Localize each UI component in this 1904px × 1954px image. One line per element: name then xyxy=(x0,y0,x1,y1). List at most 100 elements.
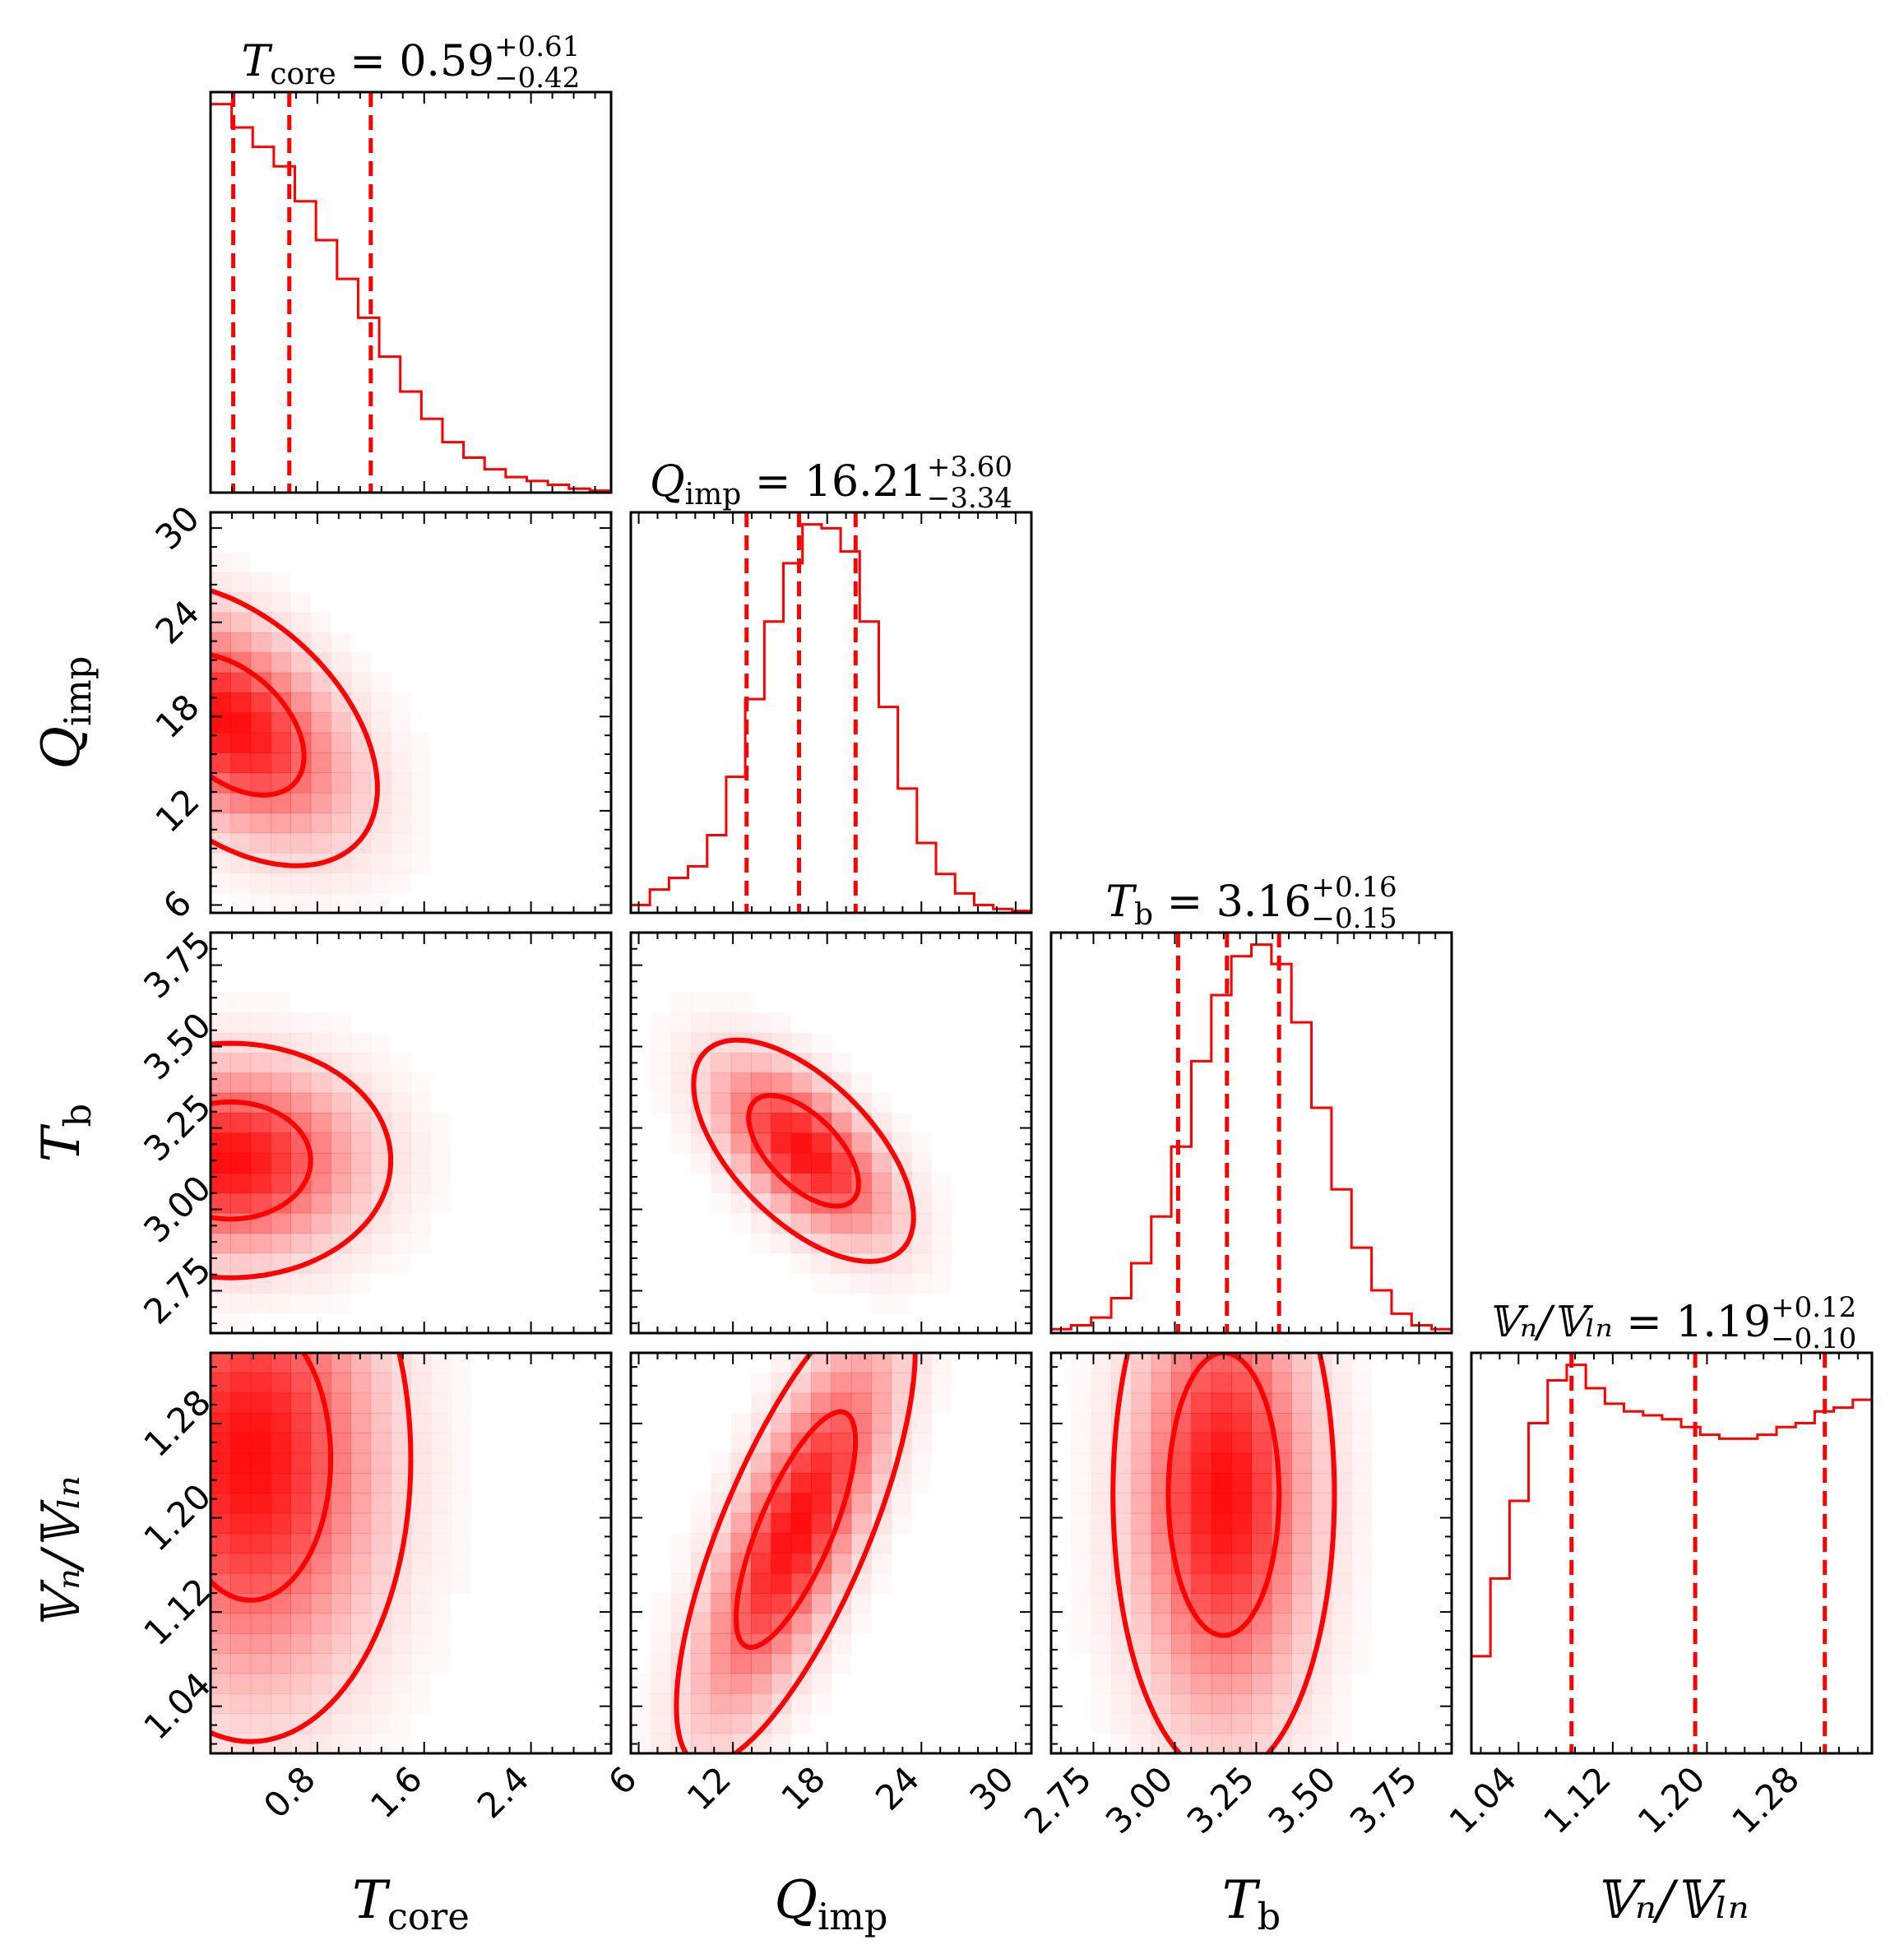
density-cell xyxy=(430,1452,452,1474)
density-cell xyxy=(1131,1353,1152,1373)
density-cell xyxy=(1271,1572,1292,1594)
density-cell xyxy=(1091,1373,1112,1394)
panel-frame xyxy=(1049,1351,1453,1755)
density-cell xyxy=(1332,1713,1352,1734)
density-cell xyxy=(410,1533,432,1553)
density-cell xyxy=(1171,1653,1192,1674)
density-cell xyxy=(871,1192,892,1214)
density-cell xyxy=(211,1392,231,1414)
density-cell xyxy=(931,1193,952,1214)
density-cell xyxy=(790,1473,812,1493)
density-cell xyxy=(910,1233,932,1254)
density-cell xyxy=(331,732,351,753)
density-cell xyxy=(350,1152,372,1174)
density-cell xyxy=(391,1233,411,1253)
density-cell xyxy=(1351,1593,1372,1614)
density-cell xyxy=(731,1213,752,1234)
density-cell xyxy=(631,1713,651,1734)
density-cell xyxy=(711,1012,732,1034)
density-cell xyxy=(250,1713,271,1734)
density-cell xyxy=(1131,1473,1152,1493)
density-cell xyxy=(250,1113,271,1133)
density-cell xyxy=(1231,1452,1252,1474)
density-cell xyxy=(1191,1473,1212,1493)
density-cell xyxy=(370,852,391,873)
density-cell xyxy=(1331,1653,1352,1674)
density-cell xyxy=(310,672,331,693)
density-cell xyxy=(691,1692,711,1714)
density-cell xyxy=(850,1593,872,1614)
density-cell xyxy=(370,712,391,734)
density-cell xyxy=(1231,1533,1252,1553)
density-cell xyxy=(1311,1512,1332,1534)
density-cell xyxy=(250,1632,271,1654)
x-tick-label: 1.20 xyxy=(1630,1758,1713,1841)
density-cell xyxy=(350,1692,372,1714)
density-cell xyxy=(250,1613,271,1634)
density-cell xyxy=(331,1272,351,1294)
density-cell xyxy=(831,1212,852,1234)
density-cell xyxy=(811,1673,832,1694)
density-cell xyxy=(230,1413,252,1433)
density-cell xyxy=(331,1092,351,1114)
density-cell xyxy=(1171,1493,1192,1514)
axis-symbol: T xyxy=(31,1123,92,1162)
density-cell xyxy=(1251,1653,1272,1674)
density-cell xyxy=(310,752,331,774)
density-cell xyxy=(1251,1493,1272,1514)
density-cell xyxy=(331,1253,351,1274)
axis-subscript: imp xyxy=(56,656,100,726)
density-cell xyxy=(892,1113,912,1133)
density-cell xyxy=(370,1533,391,1553)
density-cell xyxy=(790,1032,812,1053)
density-cell xyxy=(310,1572,331,1594)
density-cell xyxy=(230,1293,252,1314)
density-cell xyxy=(370,1072,391,1094)
x-tick-label: 1.28 xyxy=(1724,1758,1807,1841)
hist-title-Qimp: Qimp = 16.21+3.60−3.34 xyxy=(650,451,1012,515)
x-axis-title: Tb xyxy=(1222,1870,1281,1938)
density-cell xyxy=(1091,1713,1112,1734)
density-cell xyxy=(1271,1392,1292,1414)
density-cell xyxy=(771,1593,792,1614)
density-cell xyxy=(391,713,411,734)
density-cell xyxy=(1291,1593,1313,1614)
density-cell xyxy=(410,1553,432,1574)
density-cell xyxy=(410,1152,432,1174)
density-cell xyxy=(350,1553,372,1574)
density-cell xyxy=(211,752,231,774)
density-cell xyxy=(230,1473,252,1493)
density-cell xyxy=(331,1353,351,1373)
x-tick-label: 1.12 xyxy=(1536,1758,1619,1841)
density-cell xyxy=(410,1452,432,1474)
axis-subscript: b xyxy=(1258,1895,1281,1938)
density-cell xyxy=(1271,1692,1292,1714)
density-cell xyxy=(250,1493,271,1514)
density-cell xyxy=(651,1053,671,1073)
panel-frame xyxy=(1470,1351,1874,1755)
density-cell xyxy=(891,1212,912,1234)
density-cell xyxy=(331,1113,351,1133)
density-cell xyxy=(790,1413,812,1433)
density-cell xyxy=(250,1452,271,1474)
density-cell xyxy=(730,1152,752,1174)
density-cell xyxy=(1271,1673,1292,1694)
density-cell xyxy=(271,1293,291,1314)
density-cell xyxy=(731,1413,752,1433)
density-cell xyxy=(250,1152,271,1174)
density-cell xyxy=(451,1513,471,1534)
density-cell xyxy=(331,772,351,794)
density-cell xyxy=(811,1392,832,1414)
density-cell xyxy=(1331,1632,1352,1654)
density-cell xyxy=(271,1392,291,1414)
density-cell xyxy=(250,1373,271,1394)
density-cell xyxy=(310,732,331,753)
axis-subscript: core xyxy=(387,1895,470,1938)
density-cell xyxy=(230,1452,252,1474)
density-cell xyxy=(290,1272,312,1294)
density-cell xyxy=(290,1392,312,1414)
density-cell xyxy=(370,1713,391,1734)
density-cell xyxy=(331,1533,351,1553)
density-cell xyxy=(1151,1632,1172,1654)
density-cell xyxy=(230,1173,252,1194)
